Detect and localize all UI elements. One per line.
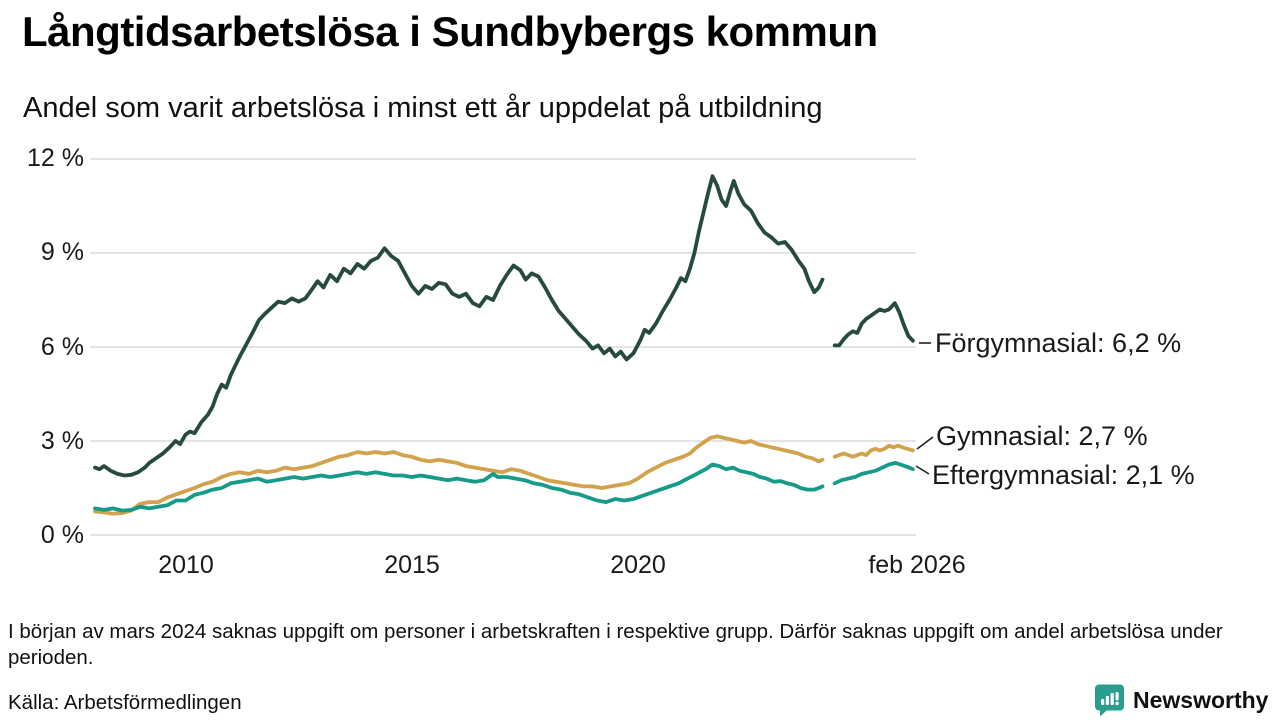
end-label-gymnasial: Gymnasial: 2,7 %: [936, 421, 1148, 451]
y-tick-9: 9 %: [40, 238, 84, 266]
series-line-gymnasial: [93, 434, 915, 516]
x-tick-2015: 2015: [384, 551, 440, 579]
end-label-eftergymnasial: Eftergymnasial: 2,1 %: [932, 460, 1195, 490]
footnote: I början av mars 2024 saknas uppgift om …: [8, 620, 1223, 669]
source-attribution: Källa: Arbetsförmedlingen: [8, 691, 242, 714]
page-title: Långtidsarbetslösa i Sundbybergs kommun: [22, 8, 878, 55]
logo-wordmark: Newsworthy: [1133, 687, 1269, 713]
newsworthy-logo: Newsworthy: [1094, 684, 1268, 717]
plot-svg: [90, 158, 934, 536]
series-lines: [93, 174, 915, 516]
y-tick-12: 12 %: [27, 144, 84, 172]
connector-eftergymnasial: [915, 465, 930, 475]
y-tick-0: 0 %: [40, 521, 84, 549]
y-tick-3: 3 %: [40, 427, 84, 455]
end-label-forgymnasial: Förgymnasial: 6,2 %: [935, 328, 1182, 358]
x-tick-feb2026: feb 2026: [868, 551, 966, 579]
x-tick-2020: 2020: [610, 551, 666, 579]
series-line-förgymnasial: [93, 174, 915, 478]
line-chart: 12 % 9 % 6 % 3 % 0 % 2010 2015 2020 feb …: [0, 140, 1280, 610]
speech-bubble-bar-chart-icon: [1094, 684, 1125, 717]
label-connectors: [915, 342, 934, 475]
x-tick-2010: 2010: [158, 551, 214, 579]
page-subtitle: Andel som varit arbetslösa i minst ett å…: [23, 92, 823, 124]
series-line-eftergymnasial: [93, 461, 915, 513]
y-tick-6: 6 %: [40, 333, 84, 361]
gridlines: [90, 158, 916, 536]
connector-gymnasial: [916, 436, 934, 450]
